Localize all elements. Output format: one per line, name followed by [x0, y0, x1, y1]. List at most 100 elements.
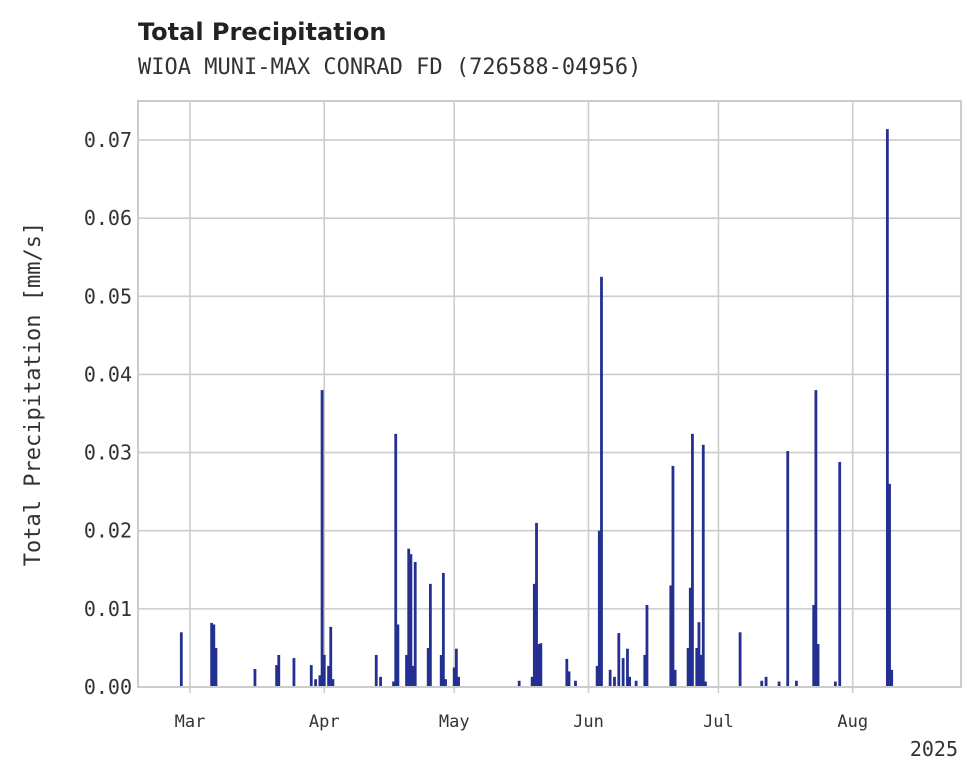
precipitation-bar: [396, 624, 400, 687]
precipitation-bar: [686, 647, 690, 687]
precipitation-bar: [275, 665, 279, 687]
x-tick-label: Aug: [837, 712, 868, 732]
y-axis-label: Total Precipitation [mm/s]: [21, 222, 46, 566]
precipitation-bar: [567, 671, 571, 687]
x-tick-labels: Mar Apr May Jun Jul Aug: [175, 712, 868, 732]
precipitation-bar: [600, 276, 603, 687]
precipitation-bar: [530, 676, 534, 687]
precipitation-bar: [669, 585, 673, 687]
precipitation-bar: [699, 654, 703, 687]
precipitation-bar: [816, 644, 820, 687]
precipitation-bar: [634, 680, 638, 687]
precipitation-bar: [314, 679, 317, 687]
precipitation-bar: [452, 667, 456, 687]
x-gridlines: [189, 101, 854, 693]
precipitation-bar: [671, 465, 675, 687]
precipitation-bar: [439, 654, 443, 687]
precipitation-bar: [565, 658, 569, 687]
y-gridlines: [138, 139, 961, 688]
precipitation-bar: [212, 624, 216, 687]
precipitation-bar: [214, 647, 218, 687]
precipitation-bar: [441, 572, 445, 687]
precipitation-bar: [595, 665, 599, 687]
precipitation-bar: [888, 483, 891, 687]
y-tick-label: 0.03: [84, 441, 132, 465]
x-tick-label: May: [439, 712, 470, 732]
precipitation-bar: [535, 522, 538, 687]
precipitation-bar: [645, 604, 649, 687]
precipitation-bar: [411, 665, 415, 687]
precipitation-bar: [704, 681, 707, 687]
precipitation-bar: [833, 681, 837, 687]
x-tick-label: Jul: [703, 712, 734, 732]
precipitation-bar: [405, 654, 408, 687]
precipitation-bar: [532, 583, 536, 687]
precipitation-bar: [394, 433, 398, 687]
y-tick-label: 0.05: [84, 284, 132, 308]
precipitation-bar: [210, 622, 214, 687]
precipitation-bar: [444, 679, 447, 687]
precipitation-bar: [253, 669, 257, 687]
precipitation-bar: [331, 679, 335, 687]
precipitation-bar: [885, 129, 889, 688]
y-tick-label: 0.02: [84, 519, 132, 543]
precipitation-bar: [537, 644, 541, 687]
precipitation-bar: [738, 632, 742, 687]
precipitation-bar: [697, 622, 701, 687]
precipitation-bar: [392, 681, 395, 687]
y-tick-label: 0.07: [84, 128, 132, 152]
precipitation-bar: [760, 680, 764, 687]
precipitation-bar: [179, 632, 183, 687]
precipitation-bar: [795, 680, 798, 687]
precipitation-bar: [454, 648, 458, 687]
precipitation-bar: [688, 587, 692, 687]
precipitation-bar: [413, 561, 417, 687]
precipitation-bar: [426, 647, 430, 687]
precipitation-bar: [327, 665, 330, 687]
x-tick-label: Jun: [573, 712, 604, 732]
precipitation-bar: [574, 680, 577, 687]
precipitation-bar: [613, 676, 616, 687]
precipitation-bar: [379, 676, 382, 687]
precipitation-bar: [457, 676, 460, 687]
precipitation-bar: [786, 451, 790, 687]
precipitation-bar: [626, 648, 629, 687]
precipitation-bar: [292, 658, 296, 687]
precipitation-bar: [407, 548, 411, 687]
chart-subtitle: WIOA MUNI-MAX CONRAD FD (726588-04956): [138, 55, 641, 80]
precipitation-bar: [277, 654, 281, 687]
precipitation-bar: [673, 669, 677, 687]
precipitation-bar: [608, 669, 612, 687]
precipitation-bar: [322, 654, 326, 687]
precipitation-bar: [597, 530, 601, 687]
precipitation-bar: [320, 390, 324, 687]
precipitation-bar: [517, 680, 521, 687]
precipitation-bar: [329, 626, 333, 687]
y-tick-labels: 0.00 0.01 0.02 0.03 0.04 0.05 0.06 0.07: [84, 128, 132, 699]
precipitation-bar: [643, 654, 647, 687]
precipitation-bar: [890, 669, 894, 687]
precipitation-bar: [617, 633, 621, 687]
y-tick-label: 0.06: [84, 206, 132, 230]
x-tick-label: Apr: [309, 712, 340, 732]
y-tick-label: 0.00: [84, 675, 132, 699]
y-tick-label: 0.04: [84, 362, 132, 386]
precipitation-bar: [318, 675, 322, 687]
year-label: 2025: [910, 737, 958, 761]
precipitation-bar: [309, 665, 313, 687]
precipitation-bar: [374, 654, 378, 687]
precipitation-bar: [621, 658, 625, 687]
plot-frame: [137, 100, 962, 688]
precipitation-bar: [838, 461, 842, 687]
precipitation-bar: [701, 444, 705, 687]
precipitation-bar: [695, 647, 699, 687]
precipitation-bar: [812, 604, 816, 687]
precipitation-bar: [814, 390, 818, 687]
precipitation-bar: [691, 433, 694, 687]
precipitation-bars: [179, 129, 894, 688]
precipitation-bar: [539, 643, 543, 687]
chart-title: Total Precipitation: [138, 18, 386, 46]
precipitation-bar: [428, 583, 432, 687]
y-tick-label: 0.01: [84, 597, 132, 621]
